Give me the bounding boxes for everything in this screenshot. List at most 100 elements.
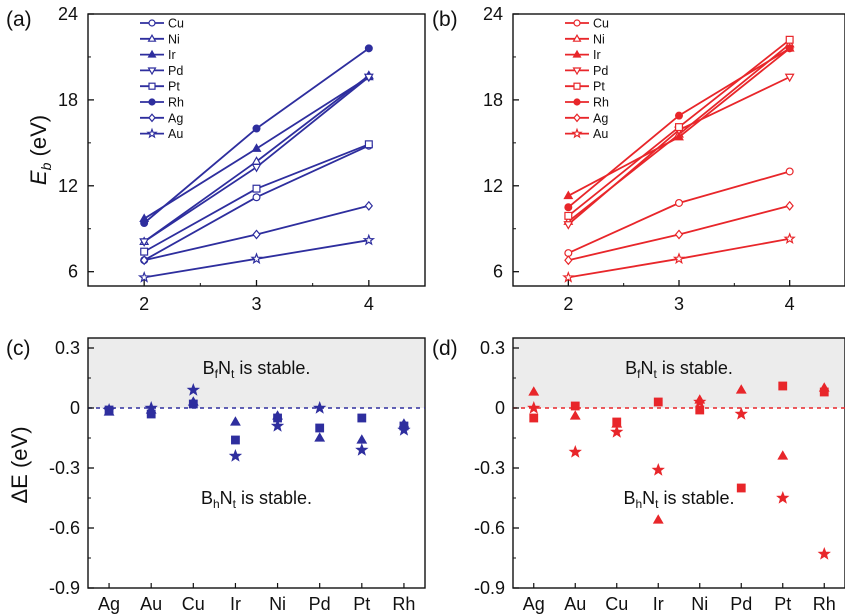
x-tick-label: 4 bbox=[785, 294, 795, 314]
data-point-au bbox=[562, 270, 575, 283]
x-tick-label-pd: Pd bbox=[309, 594, 331, 614]
data-point-pt-square-filled bbox=[778, 381, 788, 391]
data-point-rh bbox=[364, 44, 373, 53]
x-tick-label-cu: Cu bbox=[182, 594, 205, 614]
y-tick-label: 18 bbox=[58, 90, 78, 110]
y-tick-label: 0 bbox=[70, 398, 80, 418]
legend-label-au: Au bbox=[168, 127, 183, 141]
data-point-ir bbox=[251, 143, 262, 152]
data-point-ag bbox=[252, 229, 261, 240]
stable-region-shade bbox=[88, 338, 425, 408]
annotation-bhnt-stable: BhNt is stable. bbox=[201, 488, 312, 511]
legend-marker-cu bbox=[573, 19, 581, 27]
y-tick-label: 6 bbox=[493, 262, 503, 282]
x-tick-label: 2 bbox=[139, 294, 149, 314]
data-point-pt bbox=[785, 35, 794, 44]
data-point-pt bbox=[252, 184, 261, 193]
annotation-bhnt-stable: BhNt is stable. bbox=[623, 488, 734, 511]
plot-frame bbox=[87, 337, 426, 589]
legend-marker-pd bbox=[572, 67, 582, 76]
data-point-ag bbox=[564, 255, 573, 266]
data-point-ag-square-filled bbox=[529, 413, 539, 423]
data-point-au bbox=[783, 232, 796, 244]
legend-marker-pt bbox=[573, 82, 581, 90]
annotation-bfnt-stable: BfNt is stable. bbox=[203, 358, 311, 381]
legend-label-pd: Pd bbox=[168, 64, 183, 78]
legend-label-cu: Cu bbox=[593, 17, 609, 31]
data-point-pt-triangle-up-filled bbox=[777, 450, 789, 460]
data-point-rh-star-filled bbox=[817, 547, 831, 560]
legend-label-pd: Pd bbox=[593, 64, 608, 78]
data-point-pt-square-filled bbox=[357, 413, 367, 423]
data-point-pt bbox=[364, 140, 373, 149]
panel-d: (d) 0.3 0 -0.3 -0.6 -0.9 Ag Au Cu Ir Ni Pd Pt Rh BfNt … bbox=[432, 337, 845, 614]
data-point-ir-square-filled bbox=[653, 397, 663, 407]
x-tick-label-au: Au bbox=[564, 594, 586, 614]
bottom-y-axis-label: ΔE (eV) bbox=[7, 426, 32, 503]
data-point-pt bbox=[564, 211, 573, 220]
y-tick-label: -0.6 bbox=[474, 518, 505, 538]
panel-label-a: (a) bbox=[6, 8, 32, 31]
legend-label-ir: Ir bbox=[168, 48, 176, 62]
data-point-au-triangle-up-filled bbox=[569, 410, 581, 420]
data-point-ir-star-filled bbox=[651, 463, 665, 476]
data-point-ir-triangle-up-filled bbox=[652, 514, 664, 524]
panel-label-c: (c) bbox=[6, 337, 31, 360]
y-tick-label: 0.3 bbox=[480, 338, 505, 358]
legend-marker-au bbox=[146, 127, 158, 139]
y-tick-label: 24 bbox=[58, 4, 78, 24]
data-point-ni-star-filled bbox=[693, 395, 707, 408]
legend-marker-cu bbox=[148, 19, 156, 27]
data-point-ag bbox=[364, 200, 374, 211]
data-point-au bbox=[137, 270, 151, 283]
data-point-pt-triangle-up-filled bbox=[356, 434, 368, 444]
legend-label-cu: Cu bbox=[168, 17, 184, 31]
legend-marker-ni bbox=[572, 33, 582, 42]
data-point-pd bbox=[139, 238, 150, 247]
data-point-pd-star-filled bbox=[312, 400, 327, 414]
data-point-ir-triangle-up-filled bbox=[230, 416, 241, 426]
legend-label-rh: Rh bbox=[593, 96, 609, 110]
x-tick-label: 3 bbox=[674, 294, 684, 314]
panel-label-d: (d) bbox=[432, 337, 458, 360]
stable-region-shade bbox=[513, 338, 845, 408]
x-tick-label-pt: Pt bbox=[774, 594, 791, 614]
legend-label-rh: Rh bbox=[168, 96, 184, 110]
data-point-cu-star-filled bbox=[610, 425, 624, 438]
data-point-ag bbox=[785, 200, 794, 211]
legend-label-ni: Ni bbox=[168, 32, 180, 46]
data-point-pd-square-filled bbox=[315, 423, 325, 433]
legend-marker-au bbox=[571, 127, 583, 139]
legend-marker-rh bbox=[573, 98, 581, 106]
x-tick-label-rh: Rh bbox=[813, 594, 836, 614]
x-tick-label-au: Au bbox=[140, 594, 162, 614]
series-line-cu bbox=[567, 170, 790, 254]
legend-label-ir: Ir bbox=[593, 48, 601, 62]
data-point-pd bbox=[251, 163, 262, 173]
data-point-au-star-filled bbox=[568, 445, 582, 458]
legend-label-pt: Pt bbox=[168, 80, 180, 94]
data-point-ni-star-filled bbox=[270, 419, 285, 432]
data-point-ir-star-filled bbox=[228, 449, 243, 462]
y-tick-label: 24 bbox=[483, 4, 503, 24]
data-point-cu-star-filled bbox=[186, 382, 201, 396]
data-point-ir-square-filled bbox=[231, 435, 240, 445]
data-point-rh-star-filled bbox=[397, 423, 411, 436]
data-point-ir bbox=[674, 131, 684, 141]
data-point-ag bbox=[674, 229, 684, 240]
x-tick-label-ir: Ir bbox=[230, 594, 241, 614]
data-point-cu bbox=[252, 193, 261, 202]
data-point-au bbox=[672, 252, 686, 265]
data-point-au-square-filled bbox=[570, 401, 580, 411]
data-point-rh bbox=[564, 203, 573, 212]
data-point-au bbox=[362, 233, 376, 246]
y-tick-label: -0.9 bbox=[474, 578, 505, 598]
y-tick-label: -0.6 bbox=[49, 518, 80, 538]
x-tick-label-cu: Cu bbox=[605, 594, 628, 614]
y-tick-label: 0.3 bbox=[55, 338, 80, 358]
data-point-pt-star-filled bbox=[776, 491, 790, 504]
data-point-ag-triangle-up-filled bbox=[528, 386, 540, 396]
legend-marker-ag bbox=[573, 113, 581, 123]
